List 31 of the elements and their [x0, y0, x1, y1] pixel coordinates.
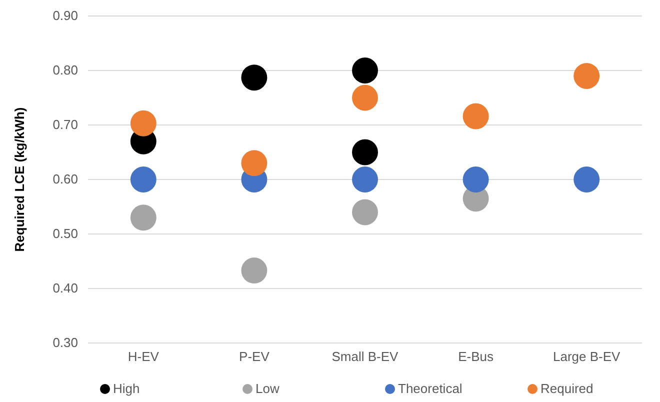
y-tick-label: 0.90 — [52, 8, 78, 24]
point — [352, 166, 378, 192]
legend-label: Required — [540, 381, 594, 396]
y-tick-label: 0.40 — [52, 280, 78, 296]
legend-label: Low — [256, 381, 280, 396]
x-tick-label: P-EV — [239, 349, 270, 364]
x-tick-label: H-EV — [128, 349, 160, 364]
point — [352, 84, 378, 111]
y-tick-label: 0.80 — [52, 62, 78, 78]
y-tick-label: 0.60 — [52, 172, 78, 187]
point — [574, 166, 600, 192]
y-tick-label: 0.70 — [52, 117, 78, 132]
legend-label: Theoretical — [398, 381, 462, 396]
legend-label: High — [113, 381, 140, 396]
point — [352, 199, 378, 226]
point — [241, 150, 268, 176]
point — [241, 64, 268, 91]
point — [241, 258, 268, 284]
point — [130, 110, 156, 136]
y-tick-label: 0.50 — [52, 226, 78, 242]
x-tick-label: E-Bus — [458, 349, 494, 364]
point — [462, 166, 489, 192]
point — [462, 103, 489, 130]
point — [352, 58, 378, 84]
x-tick-label: Large B-EV — [553, 349, 621, 364]
y-axis-title: Required LCE (kg/kWh) — [12, 107, 27, 252]
point — [574, 62, 600, 89]
point — [130, 166, 156, 192]
y-tick-label: 0.30 — [52, 335, 78, 350]
point — [130, 204, 156, 231]
x-tick-label: Small B-EV — [332, 349, 399, 364]
